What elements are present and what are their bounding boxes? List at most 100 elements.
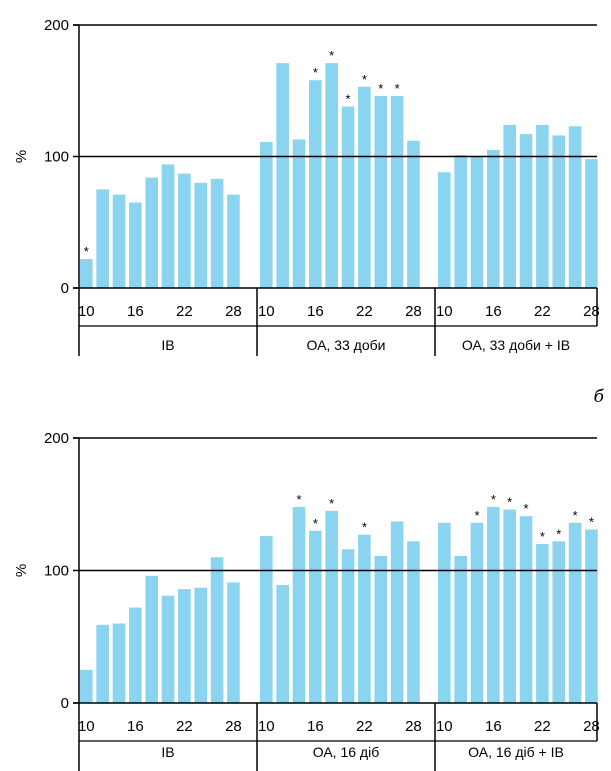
bar	[519, 516, 533, 703]
bar	[161, 164, 175, 288]
bar	[260, 536, 273, 703]
bar	[178, 173, 191, 288]
significance-star: *	[313, 65, 318, 80]
bar	[145, 177, 158, 288]
x-tick-label: 16	[127, 303, 144, 320]
x-tick-label: 22	[534, 303, 551, 320]
significance-star: *	[296, 492, 301, 507]
bar	[178, 589, 191, 703]
x-tick-label: 28	[583, 303, 600, 320]
bar	[145, 575, 158, 703]
bar	[390, 521, 404, 703]
x-tick-label: 28	[405, 718, 422, 735]
bar	[260, 142, 273, 288]
bar	[227, 194, 240, 288]
group-label: ОА, 33 доби	[307, 337, 386, 353]
bar	[407, 541, 420, 703]
y-tick-label: 0	[61, 695, 69, 712]
significance-star: *	[556, 526, 561, 541]
x-tick-label: 16	[127, 718, 144, 735]
y-axis-label: %	[13, 564, 30, 577]
bar	[129, 202, 142, 288]
y-tick-label: 100	[44, 149, 69, 166]
bar	[374, 96, 388, 288]
bar	[292, 506, 306, 703]
x-tick-label: 16	[485, 303, 502, 320]
x-tick-label: 22	[534, 718, 551, 735]
bar	[292, 139, 306, 288]
x-tick-label: 22	[356, 718, 373, 735]
bar	[438, 172, 451, 288]
bar	[276, 63, 289, 289]
significance-star: *	[524, 501, 529, 516]
bar	[552, 541, 566, 703]
bar	[194, 182, 208, 288]
x-tick-label: 28	[405, 303, 422, 320]
bar	[568, 126, 582, 288]
y-axis-label: %	[13, 150, 30, 163]
bar	[227, 582, 240, 703]
bar	[210, 557, 224, 703]
significance-star: *	[507, 495, 512, 510]
y-tick-label: 100	[44, 563, 69, 580]
bar	[552, 135, 566, 288]
x-tick-label: 10	[258, 718, 275, 735]
bar	[341, 549, 355, 703]
group-label: ІВ	[161, 744, 174, 760]
bar	[536, 124, 549, 288]
bar	[129, 607, 142, 703]
bar	[358, 86, 371, 289]
significance-star: *	[491, 492, 496, 507]
bar	[112, 194, 126, 288]
x-tick-label: 16	[307, 718, 324, 735]
bar	[80, 669, 93, 703]
bar	[487, 149, 500, 288]
y-tick-label: 200	[44, 17, 69, 34]
bar	[309, 80, 322, 288]
bar	[536, 544, 549, 703]
bar	[276, 585, 289, 703]
significance-star: *	[346, 92, 351, 107]
bar	[585, 159, 598, 288]
group-label: ОА, 33 доби + ІВ	[462, 337, 570, 353]
significance-star: *	[573, 508, 578, 523]
bar	[96, 189, 109, 288]
group-label: ІВ	[161, 337, 174, 353]
significance-star: *	[313, 516, 318, 531]
x-tick-label: 22	[176, 718, 193, 735]
group-label: ОА, 16 діб	[313, 744, 379, 760]
x-tick-label: 10	[78, 303, 95, 320]
bar	[80, 259, 93, 288]
panel-label: б	[594, 387, 605, 407]
x-tick-label: 28	[225, 718, 242, 735]
y-tick-label: 200	[44, 430, 69, 447]
significance-star: *	[362, 520, 367, 535]
significance-star: *	[589, 514, 594, 529]
significance-star: *	[395, 81, 400, 96]
bar	[503, 124, 516, 288]
significance-star: *	[84, 244, 89, 259]
bar	[454, 555, 467, 703]
bar	[161, 595, 175, 703]
x-tick-label: 10	[78, 718, 95, 735]
bar	[325, 510, 338, 703]
bar	[374, 555, 388, 703]
x-tick-label: 10	[436, 303, 453, 320]
x-tick-label: 28	[583, 718, 600, 735]
x-tick-label: 10	[436, 718, 453, 735]
x-tick-label: 16	[485, 718, 502, 735]
bar	[487, 506, 500, 703]
x-tick-label: 22	[356, 303, 373, 320]
y-tick-label: 0	[61, 280, 69, 297]
significance-star: *	[329, 48, 334, 63]
x-tick-label: 10	[258, 303, 275, 320]
bar	[407, 140, 420, 288]
x-tick-label: 28	[225, 303, 242, 320]
significance-star: *	[474, 508, 479, 523]
bar	[438, 522, 451, 703]
significance-star: *	[329, 496, 334, 511]
group-label: ОА, 16 діб + ІВ	[468, 744, 564, 760]
bar	[585, 529, 598, 703]
x-tick-label: 22	[176, 303, 193, 320]
